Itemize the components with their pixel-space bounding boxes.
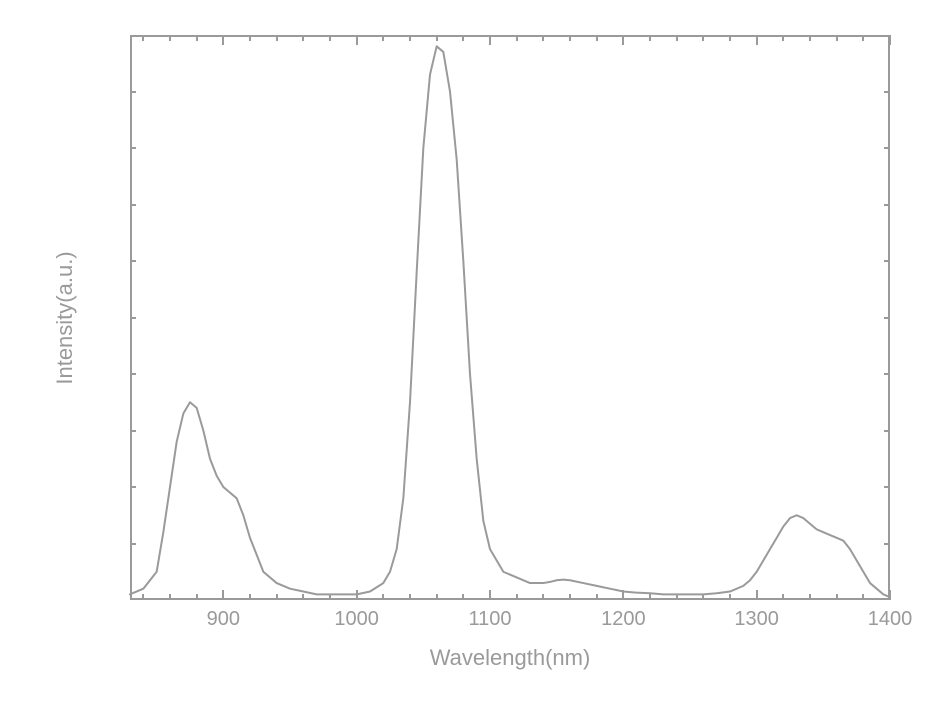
x-tick [809, 594, 811, 600]
y-tick [130, 430, 136, 432]
x-tick [596, 594, 598, 600]
x-tick [649, 594, 651, 600]
x-tick [569, 594, 571, 600]
x-tick [142, 594, 144, 600]
x-tick [489, 35, 491, 45]
y-tick [130, 317, 136, 319]
x-tick [302, 594, 304, 600]
x-tick [142, 35, 144, 41]
x-tick [196, 35, 198, 41]
x-tick [569, 35, 571, 41]
y-tick [884, 543, 890, 545]
x-tick [302, 35, 304, 41]
x-tick [676, 594, 678, 600]
x-tick [169, 35, 171, 41]
x-tick-label: 1000 [334, 608, 379, 631]
spectrum-figure: 900 1000 1100 1200 1300 1400 Wavelength(nm) I… [0, 0, 948, 718]
y-tick [130, 260, 136, 262]
x-tick [222, 590, 224, 600]
x-tick [409, 594, 411, 600]
x-axis-label: Wavelength(nm) [430, 645, 591, 671]
x-tick [382, 594, 384, 600]
y-tick [130, 204, 136, 206]
y-tick [130, 91, 136, 93]
x-tick [702, 35, 704, 41]
x-tick [836, 35, 838, 41]
y-tick [884, 204, 890, 206]
x-tick [676, 35, 678, 41]
x-tick-label: 1400 [868, 608, 913, 631]
x-tick [222, 35, 224, 45]
x-tick [809, 35, 811, 41]
x-tick [276, 35, 278, 41]
x-tick [329, 35, 331, 41]
x-tick [516, 594, 518, 600]
x-tick [622, 590, 624, 600]
x-tick [649, 35, 651, 41]
x-tick [169, 594, 171, 600]
x-tick [489, 590, 491, 600]
x-tick [756, 35, 758, 45]
x-tick [249, 594, 251, 600]
x-tick-label: 900 [207, 608, 240, 631]
x-tick [249, 35, 251, 41]
y-tick [130, 543, 136, 545]
x-tick [862, 594, 864, 600]
y-tick [884, 373, 890, 375]
x-tick [436, 35, 438, 41]
x-tick [782, 35, 784, 41]
x-tick [329, 594, 331, 600]
y-tick [130, 486, 136, 488]
x-tick [702, 594, 704, 600]
x-tick-label: 1200 [601, 608, 646, 631]
x-tick [542, 35, 544, 41]
y-tick [884, 260, 890, 262]
x-tick [836, 594, 838, 600]
x-tick [756, 590, 758, 600]
x-tick [622, 35, 624, 45]
x-tick-label: 1300 [734, 608, 779, 631]
x-tick [729, 594, 731, 600]
x-tick [409, 35, 411, 41]
x-tick [889, 590, 891, 600]
x-tick [542, 594, 544, 600]
y-tick [884, 486, 890, 488]
y-tick [130, 373, 136, 375]
x-tick [782, 594, 784, 600]
x-tick [729, 35, 731, 41]
x-tick [276, 594, 278, 600]
y-tick [884, 91, 890, 93]
y-tick [130, 147, 136, 149]
x-tick [356, 590, 358, 600]
x-tick-label: 1100 [468, 608, 511, 631]
x-tick [462, 594, 464, 600]
x-tick [462, 35, 464, 41]
y-tick [884, 317, 890, 319]
x-tick [196, 594, 198, 600]
x-tick [382, 35, 384, 41]
x-tick [889, 35, 891, 45]
x-tick [356, 35, 358, 45]
y-axis-label: Intensity(a.u.) [52, 251, 78, 384]
x-tick [516, 35, 518, 41]
x-tick [862, 35, 864, 41]
y-tick [884, 147, 890, 149]
y-tick [884, 430, 890, 432]
x-tick [436, 594, 438, 600]
x-tick [596, 35, 598, 41]
